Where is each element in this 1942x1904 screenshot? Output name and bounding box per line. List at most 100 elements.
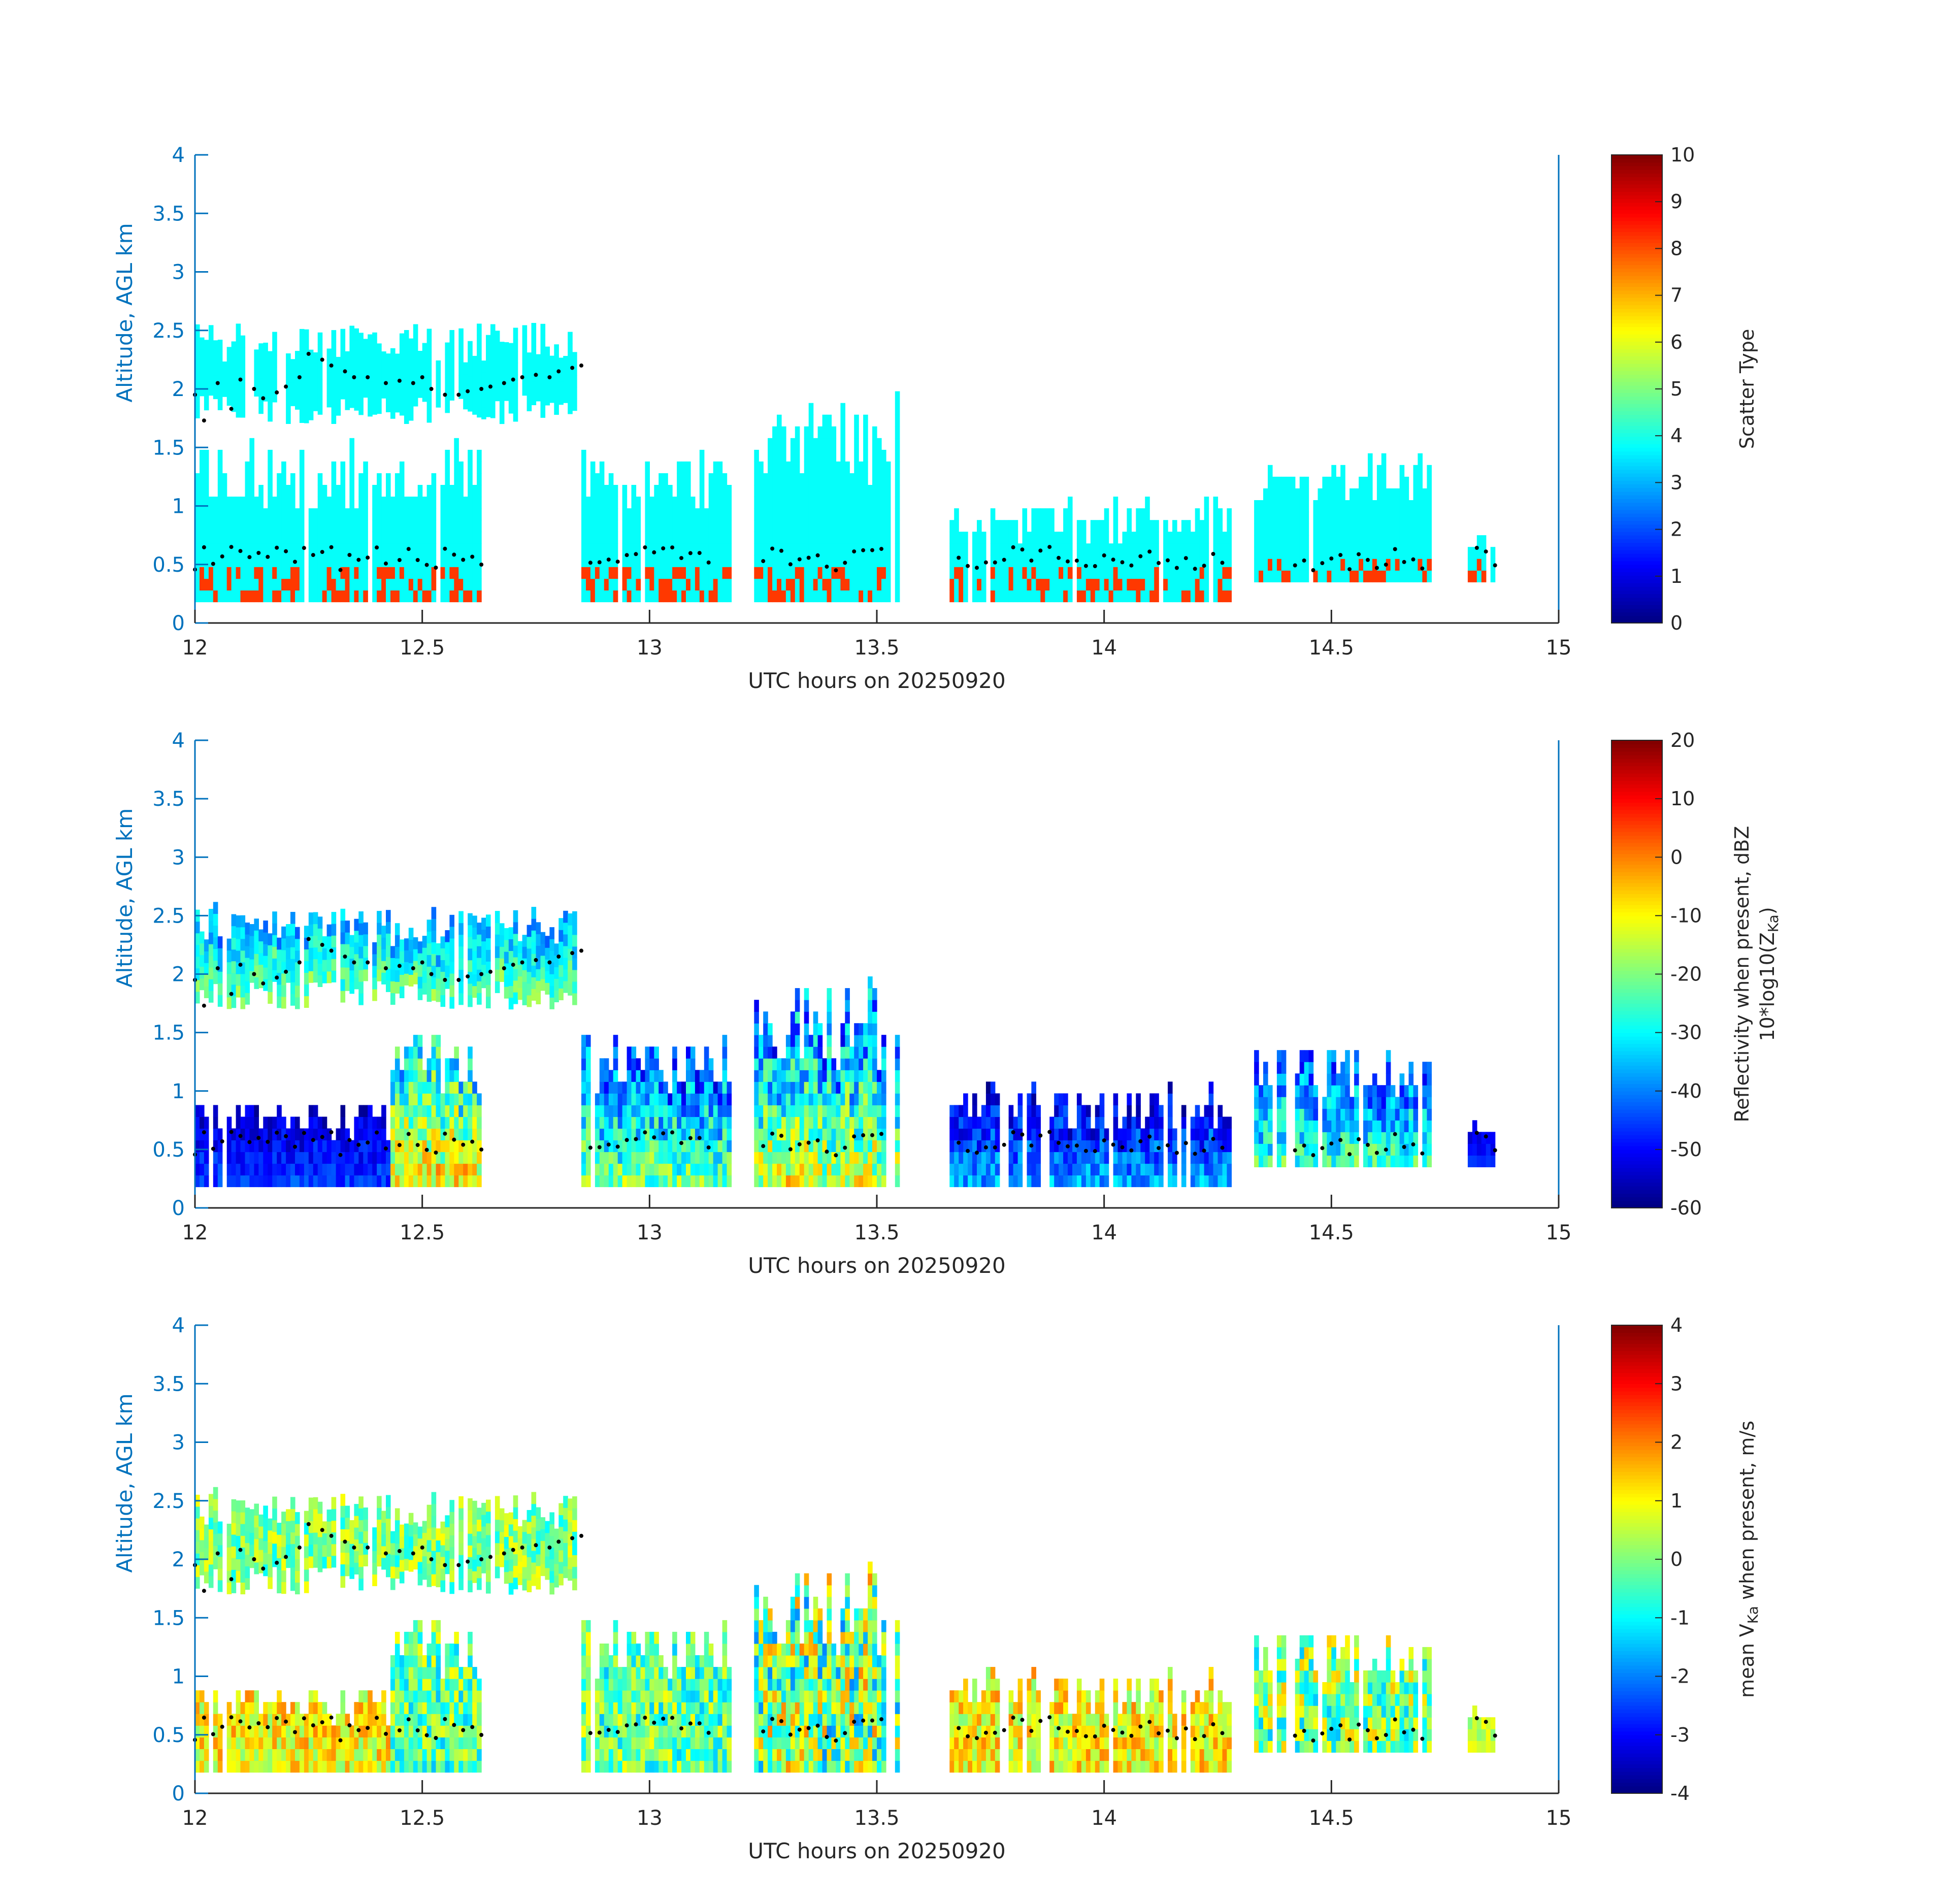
heatmap-cell [1295, 512, 1300, 524]
heatmap-cell [217, 520, 223, 532]
heatmap-cell [695, 1140, 700, 1153]
cloud-base-point [434, 566, 438, 570]
heatmap-cell [463, 1163, 468, 1176]
heatmap-cell [249, 473, 254, 485]
heatmap-cell [417, 578, 423, 590]
heatmap-cell [254, 1117, 259, 1129]
heatmap-cell [458, 1175, 464, 1188]
heatmap-cell [799, 1152, 805, 1164]
heatmap-cell [995, 1140, 1000, 1153]
heatmap-cell [831, 590, 837, 603]
heatmap-cell [408, 1163, 414, 1176]
heatmap-cell [845, 590, 850, 603]
heatmap-cell [863, 1081, 868, 1094]
heatmap-cell [713, 508, 718, 520]
heatmap-cell [326, 1175, 332, 1188]
heatmap-cell [654, 485, 659, 497]
heatmap-cell [408, 1117, 414, 1129]
heatmap-cell [981, 532, 986, 544]
heatmap-cell [1195, 520, 1200, 532]
heatmap-cell [1272, 535, 1277, 547]
heatmap-cell [390, 1140, 396, 1153]
heatmap-cell [1359, 500, 1364, 512]
colorbar-swatch [1611, 239, 1662, 243]
heatmap-cell [768, 578, 773, 590]
cloud-base-point [470, 554, 475, 559]
heatmap-cell [790, 1140, 796, 1153]
heatmap-cell [468, 1046, 473, 1059]
colorbar-swatch [1611, 220, 1662, 225]
heatmap-cell [272, 378, 277, 391]
heatmap-cell [295, 1163, 300, 1176]
heatmap-cell [1467, 547, 1473, 559]
heatmap-cell [254, 532, 259, 544]
heatmap-cell [768, 485, 773, 497]
heatmap-cell [1481, 559, 1487, 571]
heatmap-cell [477, 543, 482, 555]
heatmap-cell [1217, 532, 1223, 544]
heatmap-cell [281, 567, 286, 579]
heatmap-cell [845, 1175, 850, 1188]
heatmap-cell [1140, 590, 1145, 603]
heatmap-cell [840, 590, 845, 603]
heatmap-cell [1113, 1163, 1118, 1176]
heatmap-cell [363, 1140, 368, 1153]
heatmap-cell [372, 355, 377, 368]
heatmap-cell [1049, 578, 1055, 590]
heatmap-cell [426, 1093, 432, 1105]
heatmap-cell [813, 438, 818, 450]
heatmap-cell [859, 555, 864, 567]
heatmap-cell [872, 1046, 877, 1059]
heatmap-cell [704, 555, 709, 567]
heatmap-cell [1099, 590, 1105, 603]
heatmap-cell [290, 1128, 295, 1140]
heatmap-cell [690, 1117, 696, 1129]
heatmap-cell [463, 1117, 468, 1129]
heatmap-cell [208, 372, 214, 384]
heatmap-cell [277, 996, 282, 1008]
heatmap-cell [1095, 1163, 1100, 1176]
heatmap-cell [872, 555, 877, 567]
heatmap-cell [322, 508, 327, 520]
heatmap-cell [554, 978, 559, 991]
cloud-base-point [615, 560, 620, 564]
heatmap-cell [1354, 500, 1359, 512]
heatmap-cell [349, 520, 354, 532]
heatmap-cell [722, 520, 728, 532]
heatmap-cell [785, 1093, 791, 1105]
heatmap-cell [754, 508, 759, 520]
heatmap-cell [322, 948, 327, 960]
heatmap-cell [472, 1152, 477, 1164]
heatmap-cell [304, 961, 309, 973]
heatmap-cell [326, 924, 332, 937]
heatmap-cell [895, 1070, 900, 1082]
heatmap-cell [1131, 567, 1136, 579]
heatmap-cell [1195, 1163, 1200, 1176]
heatmap-cell [1390, 570, 1396, 582]
heatmap-cell [1268, 523, 1273, 536]
heatmap-cell [272, 590, 277, 603]
heatmap-cell [586, 1093, 591, 1105]
cloud-base-point [556, 369, 561, 374]
heatmap-cell [768, 497, 773, 509]
heatmap-cell [486, 973, 491, 985]
heatmap-cell [1222, 532, 1228, 544]
heatmap-cell [799, 473, 805, 485]
heatmap-cell [517, 988, 523, 1000]
y-tick-label: 1 [172, 495, 185, 518]
heatmap-cell [617, 1093, 623, 1105]
heatmap-cell [313, 912, 318, 925]
heatmap-cell [377, 402, 382, 414]
heatmap-cell [454, 461, 459, 474]
heatmap-cell [390, 969, 396, 981]
heatmap-cell [604, 532, 609, 544]
heatmap-cell [795, 1046, 800, 1059]
heatmap-cell [717, 1175, 723, 1188]
heatmap-cell [208, 991, 214, 1003]
heatmap-cell [240, 962, 246, 974]
heatmap-cell [458, 520, 464, 532]
heatmap-cell [508, 401, 514, 414]
heatmap-cell [1163, 567, 1168, 579]
heatmap-cell [799, 555, 805, 567]
heatmap-cell [317, 368, 323, 380]
